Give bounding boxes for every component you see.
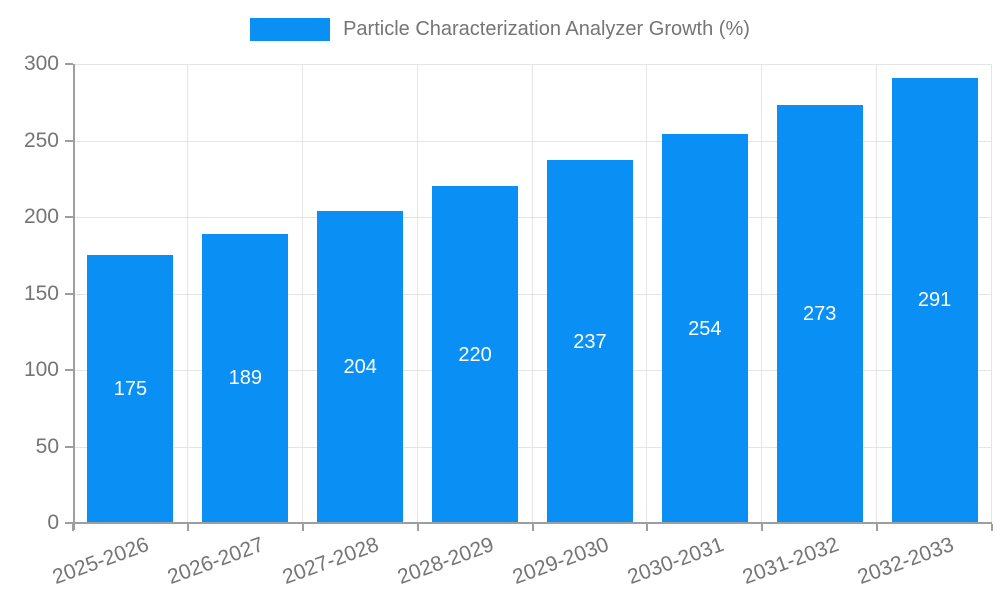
bar [776,105,863,523]
x-axis-line [73,522,992,524]
x-tick-label: 2028-2029 [394,533,497,589]
x-tick [72,524,74,531]
bar [891,77,978,523]
y-tick-label: 250 [23,128,59,152]
x-tick-label: 2032-2033 [854,533,957,589]
bar-value-label: 189 [228,367,262,390]
bar-value-label: 254 [688,317,722,340]
h-gridline [73,446,992,448]
bar [317,210,404,523]
h-gridline [73,293,992,295]
y-tick-label: 150 [23,281,59,305]
bar-value-label: 291 [917,289,952,312]
bar-value-label: 220 [458,343,492,366]
x-tick-label: 2030-2031 [624,533,727,589]
x-tick-label: 2025-2026 [50,533,153,589]
y-tick [65,139,73,142]
v-gridline [646,64,648,523]
y-tick [65,216,73,218]
bar-value-label: 175 [113,378,148,401]
bar [661,134,748,523]
h-gridline [73,217,992,218]
v-gridline [416,64,418,523]
x-tick [761,524,764,531]
v-gridline [301,64,303,523]
plot-area: 175 189 204 220 237 254 273 291 [65,63,993,531]
y-tick-label: 50 [35,434,59,458]
y-tick [65,63,73,65]
legend-label: Particle Characterization Analyzer Growt… [343,18,750,40]
legend[interactable]: Particle Characterization Analyzer Growt… [0,18,1000,41]
h-gridline [73,64,992,65]
y-axis-line [73,64,75,530]
x-tick-label: 2031-2032 [739,533,842,589]
y-tick [65,369,73,371]
bar [202,233,289,523]
bar-value-label: 273 [803,303,837,326]
x-tick-label: 2029-2030 [509,533,612,589]
y-tick-label: 300 [23,52,59,75]
x-tick [646,524,649,531]
bar-value-label: 204 [343,355,377,378]
x-tick [876,524,879,531]
y-tick-label: 200 [23,205,59,228]
v-gridline [876,64,878,523]
x-tick-label: 2026-2027 [164,533,268,589]
v-gridline [531,64,533,523]
y-tick [65,522,73,524]
bar-value-label: 237 [573,330,607,353]
x-tick [531,524,534,531]
x-tick [186,524,189,531]
y-tick [65,292,73,295]
x-tick [991,524,993,531]
v-gridline [186,64,188,523]
v-gridline [991,64,992,523]
bar [87,255,174,523]
v-gridline [761,64,763,523]
x-tick-label: 2027-2028 [279,533,383,589]
bar [546,160,633,523]
legend-swatch-icon [250,18,331,41]
x-tick [416,524,419,531]
y-tick-label: 100 [23,358,59,381]
y-tick [65,445,73,448]
y-tick-label: 0 [47,511,59,534]
x-tick [301,524,304,531]
h-gridline [73,370,992,371]
h-gridline [73,140,992,142]
bar [432,186,519,523]
